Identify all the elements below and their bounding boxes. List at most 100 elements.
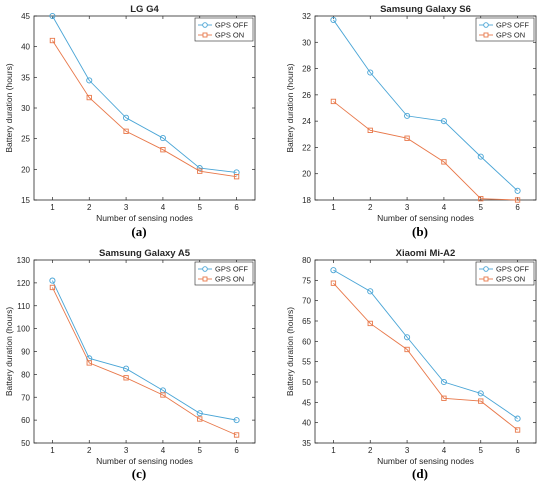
y-tick-label: 18 [302,196,311,205]
legend-marker-square [483,276,489,282]
legend-entry: GPS ON [215,275,244,284]
data-point-gps-off [159,135,166,142]
legend-marker-square [202,32,208,38]
x-tick-label: 4 [442,446,447,455]
chart-title: Xiaomi Mi-A2 [396,248,456,259]
data-point-gps-off [233,169,240,176]
data-point-gps-off [123,114,130,121]
data-point-gps-on [123,128,129,134]
legend-entry: GPS OFF [496,21,529,30]
x-tick-label: 3 [405,446,410,455]
data-point-gps-off [477,153,484,160]
data-point-gps-off [330,267,337,274]
data-point-gps-on [86,94,92,101]
series-line-gps-on [52,287,237,436]
y-tick-label: 50 [302,378,311,387]
y-tick-label: 24 [302,117,311,126]
x-tick-label: 6 [515,446,520,455]
plot-frame [33,259,256,444]
y-tick-label: 50 [21,439,30,448]
data-point-gps-off [196,410,203,417]
chart-panel-3: 1 2 3 4 5 6 50 60 70 80 90 100 110 120 130 Samsung Gala… [4,248,256,481]
data-point-gps-off [367,69,374,76]
x-tick-label: 4 [161,203,166,212]
y-tick-label: 45 [21,12,30,21]
y-tick-label: 120 [17,279,31,288]
chart-title: Samsung Galaxy S6 [380,4,471,15]
plot-frame [314,15,537,201]
y-tick-label: 32 [302,12,311,21]
panel-caption: (a) [131,224,146,239]
data-point-gps-on [160,147,166,153]
data-point-gps-on [404,135,410,141]
y-tick-label: 70 [21,393,30,402]
data-point-gps-off [440,118,447,125]
data-point-gps-off [49,277,56,284]
data-point-gps-on [441,159,447,165]
data-point-gps-off [404,334,411,341]
legend-marker-circle [202,22,208,28]
series-line-gps-on [333,101,518,201]
y-axis-label: Battery duration (hours) [4,63,14,152]
data-point-gps-on [478,196,484,202]
x-tick-label: 6 [234,203,239,212]
x-tick-label: 2 [368,203,373,212]
y-tick-label: 40 [302,419,311,428]
x-axis-label: Number of sensing nodes [377,456,474,466]
data-point-gps-on [441,395,447,401]
data-point-gps-on [233,174,240,180]
plot-frame [33,15,256,201]
legend-entry: GPS ON [496,275,525,284]
x-tick-label: 5 [479,203,484,212]
panel-caption: (d) [412,466,428,481]
series-line-gps-off [52,280,237,421]
data-point-gps-on [49,37,56,44]
chart-title: LG G4 [130,4,159,15]
data-point-gps-on [197,416,203,422]
y-tick-label: 20 [21,165,30,174]
y-tick-label: 60 [302,337,311,346]
y-tick-label: 60 [21,416,30,425]
panel-caption: (b) [412,224,428,239]
legend-marker-circle [202,266,208,272]
plot-frame [314,259,537,444]
x-tick-label: 5 [198,203,203,212]
y-axis-label: Battery duration (hours) [285,63,295,152]
legend-marker-square [202,276,208,282]
legend-entry: GPS ON [496,31,525,40]
data-point-gps-on [197,168,203,174]
y-tick-label: 100 [17,325,31,334]
series-line-gps-off [333,269,518,419]
x-tick-label: 1 [331,446,336,455]
data-point-gps-on [330,280,337,286]
data-point-gps-off [49,12,56,20]
data-point-gps-off [86,77,93,84]
data-point-gps-on [160,392,166,398]
y-tick-label: 28 [302,65,311,74]
panel-caption: (c) [132,466,146,481]
data-point-gps-on [514,197,521,203]
legend-entry: GPS OFF [496,265,529,274]
y-tick-label: 15 [21,196,30,205]
y-tick-label: 45 [302,398,311,407]
data-point-gps-off [514,415,521,422]
x-tick-label: 3 [124,446,129,455]
x-tick-label: 2 [87,446,92,455]
x-tick-label: 1 [50,446,55,455]
x-tick-label: 6 [515,203,520,212]
x-tick-label: 3 [124,203,129,212]
series-line-gps-off [52,15,237,173]
y-tick-label: 30 [21,104,30,113]
legend-entry: GPS OFF [215,265,248,274]
data-point-gps-on [86,360,92,366]
data-point-gps-on [330,98,337,105]
data-point-gps-on [478,398,484,404]
y-tick-label: 80 [302,256,311,265]
legend-marker-circle [483,266,489,272]
data-point-gps-on [367,320,373,327]
